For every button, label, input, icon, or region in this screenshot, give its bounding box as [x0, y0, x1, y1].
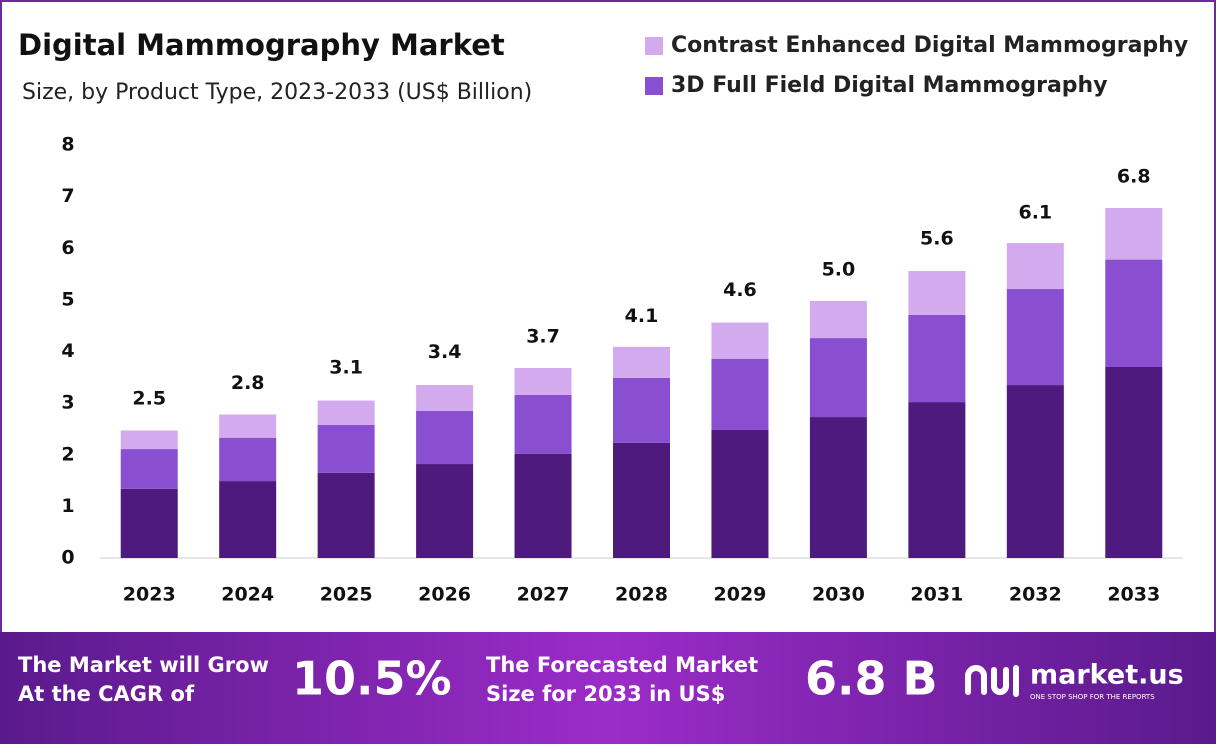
bar-segment — [613, 346, 670, 378]
x-tick-label: 2023 — [123, 584, 176, 606]
bar-segment — [416, 385, 474, 411]
bar-segment — [514, 394, 572, 454]
total-label: 2.8 — [231, 372, 265, 394]
total-label: 6.1 — [1018, 202, 1052, 224]
bar-segment — [1006, 243, 1064, 290]
total-label: 2.5 — [132, 387, 166, 409]
bar-segment — [219, 414, 277, 438]
legend-label: Contrast Enhanced Digital Mammography — [671, 33, 1188, 58]
bar-segment — [1105, 366, 1163, 558]
total-label: 5.0 — [822, 258, 856, 280]
bar-segment — [1105, 207, 1163, 260]
bar-segment — [711, 429, 769, 558]
legend-label: 3D Full Field Digital Mammography — [671, 73, 1108, 98]
bar-segment — [1105, 259, 1163, 367]
bar-segment — [416, 464, 474, 558]
bar-segment — [711, 322, 769, 359]
footer-text: The Forecasted Market — [486, 653, 758, 677]
y-tick-label: 1 — [61, 495, 74, 517]
brand-tagline: ONE STOP SHOP FOR THE REPORTS — [1030, 693, 1155, 701]
footer-value: 6.8 B — [805, 652, 938, 706]
chart-title: Digital Mammography Market — [18, 28, 505, 62]
bar-segment — [120, 488, 178, 558]
bar-segment — [1006, 385, 1064, 558]
bar-segment — [514, 368, 572, 395]
bar-segment — [317, 424, 375, 473]
chart-subtitle: Size, by Product Type, 2023-2033 (US$ Bi… — [22, 80, 532, 105]
footer-text: The Market will Grow — [18, 653, 269, 677]
x-tick-label: 2030 — [812, 584, 865, 606]
bar-segment — [613, 377, 670, 443]
bar-segment — [613, 442, 670, 558]
brand-logo — [965, 665, 1019, 697]
brand-name: market.us — [1030, 660, 1184, 691]
x-tick-label: 2026 — [418, 584, 471, 606]
total-label: 4.6 — [723, 279, 757, 301]
bar-segment — [120, 430, 178, 450]
bar-segment — [908, 270, 966, 315]
bar-segment — [809, 300, 867, 339]
bar-segment — [219, 481, 277, 558]
bar-segment — [219, 437, 277, 482]
bar-segment — [908, 314, 966, 403]
bar-segment — [120, 449, 178, 489]
bar-segment — [809, 417, 867, 558]
x-tick-label: 2029 — [714, 584, 767, 606]
footer-text: Size for 2033 in US$ — [486, 682, 725, 706]
total-label: 5.6 — [920, 227, 954, 249]
y-tick-label: 7 — [61, 185, 74, 207]
x-tick-label: 2033 — [1107, 584, 1160, 606]
total-label: 4.1 — [625, 305, 659, 327]
x-tick-label: 2032 — [1009, 584, 1062, 606]
x-tick-label: 2031 — [910, 584, 963, 606]
bar-segment — [317, 400, 375, 425]
total-label: 3.7 — [526, 325, 560, 347]
y-tick-label: 0 — [61, 547, 74, 569]
footer-text: At the CAGR of — [18, 682, 195, 706]
bar-segment — [809, 338, 867, 418]
legend-swatch — [645, 77, 663, 95]
y-tick-label: 6 — [61, 237, 74, 259]
y-tick-label: 5 — [61, 288, 74, 310]
x-tick-label: 2028 — [615, 584, 668, 606]
x-tick-label: 2027 — [517, 584, 570, 606]
bar-segment — [1006, 289, 1064, 386]
total-label: 3.1 — [329, 356, 363, 378]
bar-segment — [317, 472, 375, 558]
total-label: 6.8 — [1117, 165, 1151, 187]
y-tick-label: 2 — [61, 443, 74, 465]
x-tick-label: 2024 — [221, 584, 274, 606]
bar-segment — [908, 402, 966, 558]
bar-segment — [514, 453, 572, 558]
bar-segment — [711, 358, 769, 430]
total-label: 3.4 — [428, 341, 462, 363]
bar-segment — [416, 410, 474, 465]
y-tick-label: 4 — [61, 340, 74, 362]
footer-value: 10.5% — [292, 652, 452, 706]
legend-swatch — [645, 37, 663, 55]
y-tick-label: 3 — [61, 392, 74, 414]
x-tick-label: 2025 — [320, 584, 373, 606]
y-tick-label: 8 — [61, 134, 74, 156]
